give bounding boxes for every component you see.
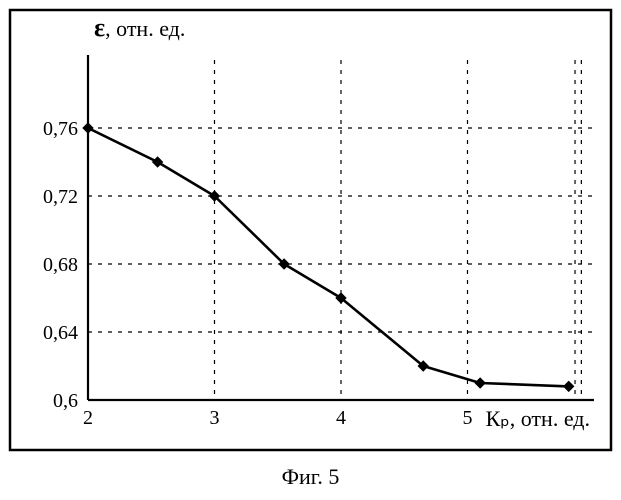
- x-axis-title: Кₚ, отн. ед.: [486, 406, 590, 431]
- figure-caption: Фиг. 5: [0, 464, 621, 490]
- y-tick-label: 0,76: [43, 118, 78, 140]
- y-axis-title: ε, отн. ед.: [94, 13, 185, 42]
- chart-svg: 0,6 0,64 0,68 0,72 0,76 2 3 4 5 ε, отн. ед. Кₚ, от…: [0, 0, 621, 460]
- x-tick-label: 5: [463, 407, 473, 429]
- y-tick-label: 0,6: [53, 390, 78, 412]
- y-tick-label: 0,64: [43, 322, 78, 344]
- x-tick-label: 3: [210, 407, 220, 429]
- y-tick-label: 0,68: [43, 254, 78, 276]
- y-tick-label: 0,72: [43, 186, 78, 208]
- x-tick-label: 2: [83, 407, 93, 429]
- x-tick-label: 4: [336, 407, 346, 429]
